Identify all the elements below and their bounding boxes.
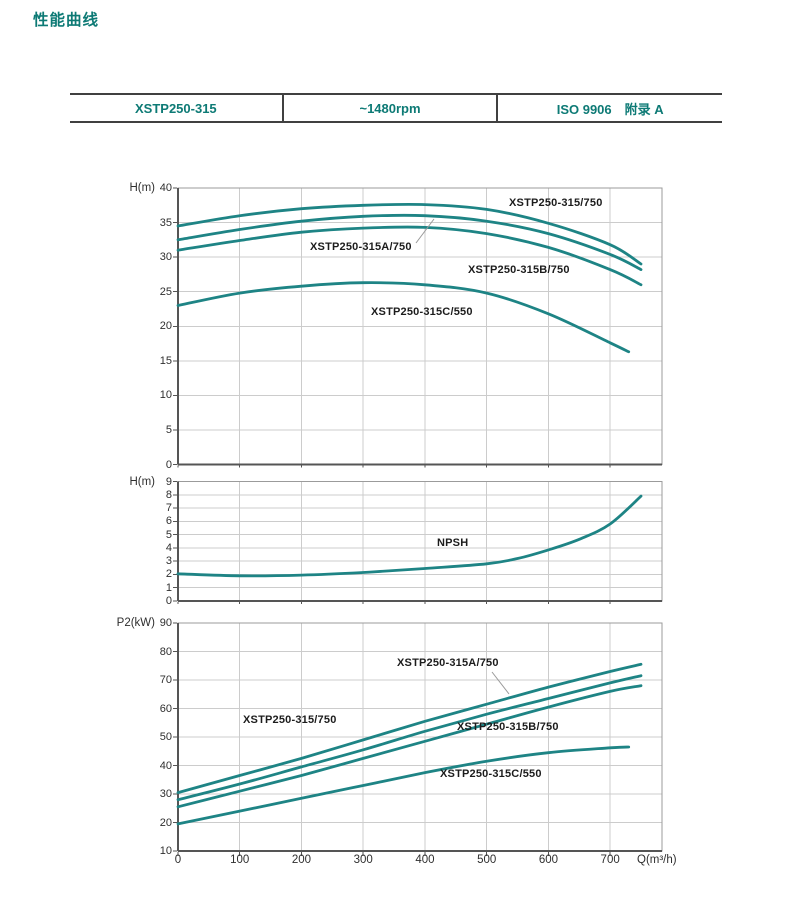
header-table: XSTP250-315 ~1480rpm ISO 9906 附录 A — [70, 93, 722, 123]
y-tick-label: 25 — [159, 285, 172, 298]
x-tick-label: 700 — [600, 853, 620, 866]
y-tick-label: 20 — [159, 816, 172, 829]
y-tick-label: 3 — [165, 555, 172, 568]
y-tick-label: 0 — [165, 458, 172, 471]
y-tick-label: 20 — [159, 320, 172, 333]
curve-xstp250-315a-750 — [176, 213, 643, 271]
curve-label-xstp250-315c-550: XSTP250-315C/550 — [371, 306, 473, 318]
header-cell-standard: ISO 9906 附录 A — [496, 95, 722, 121]
y-tick-label: 35 — [159, 216, 172, 229]
curve-label-xstp250-315-750: XSTP250-315/750 — [509, 197, 603, 209]
curve-label-xstp250-315-750: XSTP250-315/750 — [243, 714, 337, 726]
curve-xstp250-315a-750 — [176, 674, 643, 802]
y-tick-label: 6 — [165, 515, 172, 528]
y-tick-label: 5 — [165, 528, 172, 541]
y-tick-label: 9 — [165, 475, 172, 488]
x-tick-label: 200 — [291, 853, 312, 866]
x-tick-label: 0 — [174, 853, 182, 866]
curve-xstp250-315-750 — [176, 662, 643, 794]
curve-xstp250-315c-550 — [176, 281, 631, 354]
y-tick-label: 0 — [165, 595, 172, 607]
chart-head — [173, 187, 663, 468]
plot-border — [177, 480, 663, 602]
x-tick-label: 300 — [353, 853, 373, 866]
y-tick-label: 70 — [159, 674, 172, 686]
y-tick-label: 1 — [165, 581, 172, 594]
x-tick-label: 100 — [230, 853, 250, 866]
x-tick-label: 600 — [538, 853, 558, 866]
header-cell-model: XSTP250-315 — [135, 100, 217, 116]
y-tick-label: 80 — [159, 645, 172, 658]
y-axis-title-power: P2(kW) — [116, 617, 155, 629]
y-tick-label: 10 — [159, 389, 172, 402]
curve-label-xstp250-315a-750: XSTP250-315A/750 — [310, 241, 412, 253]
curve-xstp250-315-750 — [176, 202, 643, 266]
chart-power — [173, 622, 663, 856]
y-tick-label: 10 — [159, 845, 172, 857]
header-cell-speed: ~1480rpm — [281, 95, 497, 121]
y-tick-label: 60 — [159, 702, 172, 715]
y-axis-title-head: H(m) — [129, 182, 155, 194]
curve-label-xstp250-315b-750: XSTP250-315B/750 — [468, 264, 570, 276]
curve-npsh — [176, 494, 643, 578]
y-tick-label: 4 — [165, 541, 172, 554]
y-tick-label: 30 — [159, 788, 172, 800]
label-leader-line — [415, 218, 435, 244]
curve-label-xstp250-315c-550: XSTP250-315C/550 — [440, 768, 542, 780]
y-tick-label: 40 — [159, 182, 172, 194]
curve-label-xstp250-315a-750: XSTP250-315A/750 — [397, 657, 499, 669]
x-tick-label: 500 — [477, 853, 497, 866]
y-tick-label: 5 — [165, 423, 172, 436]
y-axis-title-npsh: H(m) — [129, 475, 155, 488]
x-axis-title: Q(m³/h) — [637, 853, 677, 866]
curve-label-xstp250-315b-750: XSTP250-315B/750 — [457, 721, 559, 733]
curve-label-npsh: NPSH — [437, 537, 469, 549]
page-title: 性能曲线 — [33, 12, 100, 29]
y-tick-label: 15 — [159, 354, 172, 367]
y-tick-label: 30 — [159, 251, 172, 264]
y-tick-label: 50 — [159, 731, 172, 743]
y-tick-label: 7 — [165, 502, 172, 515]
label-leader-line — [491, 671, 510, 695]
y-tick-label: 90 — [159, 617, 172, 629]
x-tick-label: 400 — [415, 853, 435, 866]
y-tick-label: 8 — [165, 488, 172, 501]
curve-xstp250-315c-550 — [176, 745, 631, 826]
curve-xstp250-315b-750 — [176, 225, 643, 287]
chart-npsh — [173, 480, 663, 604]
curve-xstp250-315b-750 — [176, 684, 643, 809]
y-tick-label: 2 — [165, 568, 172, 581]
y-tick-label: 40 — [159, 759, 172, 772]
